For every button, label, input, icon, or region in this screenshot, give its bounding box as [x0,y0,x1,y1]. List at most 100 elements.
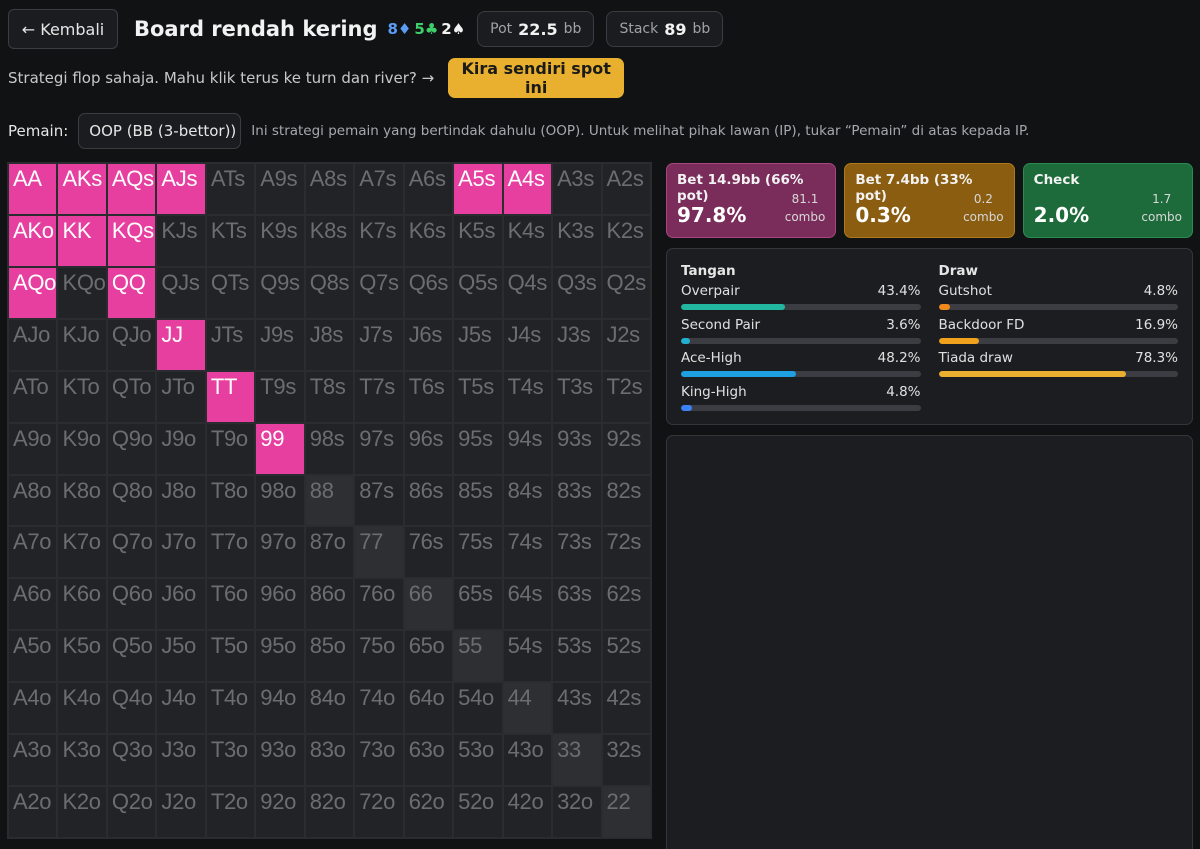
hand-cell-QJo[interactable]: QJo [106,318,157,371]
hand-cell-95o[interactable]: 95o [255,630,305,683]
hand-cell-A4o[interactable]: A4o [8,682,58,735]
hand-cell-43o[interactable]: 43o [502,734,553,787]
hand-cell-Q8o[interactable]: Q8o [106,474,157,527]
hand-cell-K2s[interactable]: K2s [601,214,651,267]
hand-cell-62o[interactable]: 62o [403,786,454,838]
hand-cell-53o[interactable]: 53o [453,734,503,787]
hand-cell-A2o[interactable]: A2o [8,786,58,838]
hand-cell-86o[interactable]: 86o [304,578,355,631]
hand-cell-T6o[interactable]: T6o [205,578,256,631]
hand-cell-KK[interactable]: KK [57,214,107,267]
hand-cell-K4o[interactable]: K4o [57,682,107,735]
hand-cell-54s[interactable]: 54s [502,630,553,683]
hand-cell-64o[interactable]: 64o [403,682,454,735]
hand-cell-75s[interactable]: 75s [453,526,503,579]
hand-cell-65o[interactable]: 65o [403,630,454,683]
hand-cell-J2s[interactable]: J2s [601,318,651,371]
hand-cell-T2o[interactable]: T2o [205,786,256,838]
hand-cell-87s[interactable]: 87s [354,474,404,527]
hand-cell-J2o[interactable]: J2o [156,786,206,838]
hand-cell-J6s[interactable]: J6s [403,318,454,371]
hand-cell-QQ[interactable]: QQ [106,266,157,319]
hand-cell-84s[interactable]: 84s [502,474,553,527]
hand-cell-AJo[interactable]: AJo [8,318,58,371]
hand-cell-K9s[interactable]: K9s [255,214,305,267]
hand-cell-J8s[interactable]: J8s [304,318,355,371]
hand-cell-87o[interactable]: 87o [304,526,355,579]
hand-cell-T4o[interactable]: T4o [205,682,256,735]
hand-cell-43s[interactable]: 43s [552,682,602,735]
hand-cell-22[interactable]: 22 [601,786,651,838]
hand-cell-Q6o[interactable]: Q6o [106,578,157,631]
hand-cell-A8o[interactable]: A8o [8,474,58,527]
hand-cell-J4o[interactable]: J4o [156,682,206,735]
hand-cell-93s[interactable]: 93s [552,422,602,475]
hand-cell-Q7s[interactable]: Q7s [354,266,404,319]
hand-cell-Q7o[interactable]: Q7o [106,526,157,579]
hand-cell-AQs[interactable]: AQs [106,163,157,215]
hand-cell-K6s[interactable]: K6s [403,214,454,267]
hand-cell-52s[interactable]: 52s [601,630,651,683]
hand-cell-A9o[interactable]: A9o [8,422,58,475]
hand-cell-62s[interactable]: 62s [601,578,651,631]
hand-cell-85s[interactable]: 85s [453,474,503,527]
hand-cell-KJs[interactable]: KJs [156,214,206,267]
hand-cell-K7s[interactable]: K7s [354,214,404,267]
hand-cell-42s[interactable]: 42s [601,682,651,735]
hand-cell-J7s[interactable]: J7s [354,318,404,371]
hand-cell-76o[interactable]: 76o [354,578,404,631]
hand-cell-T7s[interactable]: T7s [354,370,404,423]
hand-cell-ATo[interactable]: ATo [8,370,58,423]
hand-cell-99[interactable]: 99 [255,422,305,475]
hand-cell-75o[interactable]: 75o [354,630,404,683]
hand-cell-T9o[interactable]: T9o [205,422,256,475]
hand-cell-A3s[interactable]: A3s [552,163,602,215]
hand-cell-88[interactable]: 88 [304,474,355,527]
hand-cell-A6o[interactable]: A6o [8,578,58,631]
hand-cell-AJs[interactable]: AJs [156,163,206,215]
hand-cell-KJo[interactable]: KJo [57,318,107,371]
hand-cell-K8o[interactable]: K8o [57,474,107,527]
hand-cell-J5o[interactable]: J5o [156,630,206,683]
hand-cell-K3o[interactable]: K3o [57,734,107,787]
hand-cell-Q4s[interactable]: Q4s [502,266,553,319]
hand-cell-A2s[interactable]: A2s [601,163,651,215]
hand-cell-K4s[interactable]: K4s [502,214,553,267]
hand-cell-94o[interactable]: 94o [255,682,305,735]
hand-cell-54o[interactable]: 54o [453,682,503,735]
hand-cell-83o[interactable]: 83o [304,734,355,787]
hand-cell-92s[interactable]: 92s [601,422,651,475]
hand-cell-84o[interactable]: 84o [304,682,355,735]
hand-cell-KQo[interactable]: KQo [57,266,107,319]
hand-cell-44[interactable]: 44 [502,682,553,735]
hand-cell-AKs[interactable]: AKs [57,163,107,215]
hand-cell-J3s[interactable]: J3s [552,318,602,371]
hand-cell-J8o[interactable]: J8o [156,474,206,527]
hand-cell-53s[interactable]: 53s [552,630,602,683]
hand-cell-85o[interactable]: 85o [304,630,355,683]
action-bet-66[interactable]: Bet 14.9bb (66% pot) 97.8% 81.1 combo [666,163,837,238]
player-select[interactable]: OOP (BB (3-bettor)) [78,113,242,149]
hand-cell-K3s[interactable]: K3s [552,214,602,267]
hand-cell-K6o[interactable]: K6o [57,578,107,631]
hand-cell-72o[interactable]: 72o [354,786,404,838]
hand-cell-94s[interactable]: 94s [502,422,553,475]
hand-cell-97o[interactable]: 97o [255,526,305,579]
hand-cell-Q9s[interactable]: Q9s [255,266,305,319]
hand-cell-QTo[interactable]: QTo [106,370,157,423]
hand-cell-Q5s[interactable]: Q5s [453,266,503,319]
hand-cell-QJs[interactable]: QJs [156,266,206,319]
hand-cell-J3o[interactable]: J3o [156,734,206,787]
hand-cell-K7o[interactable]: K7o [57,526,107,579]
hand-cell-T3s[interactable]: T3s [552,370,602,423]
hand-cell-T7o[interactable]: T7o [205,526,256,579]
hand-cell-QTs[interactable]: QTs [205,266,256,319]
action-bet-33[interactable]: Bet 7.4bb (33% pot) 0.3% 0.2 combo [844,163,1015,238]
hand-cell-J4s[interactable]: J4s [502,318,553,371]
hand-cell-AKo[interactable]: AKo [8,214,58,267]
hand-cell-Q2s[interactable]: Q2s [601,266,651,319]
hand-cell-97s[interactable]: 97s [354,422,404,475]
hand-cell-T5o[interactable]: T5o [205,630,256,683]
hand-cell-77[interactable]: 77 [354,526,404,579]
hand-cell-A9s[interactable]: A9s [255,163,305,215]
